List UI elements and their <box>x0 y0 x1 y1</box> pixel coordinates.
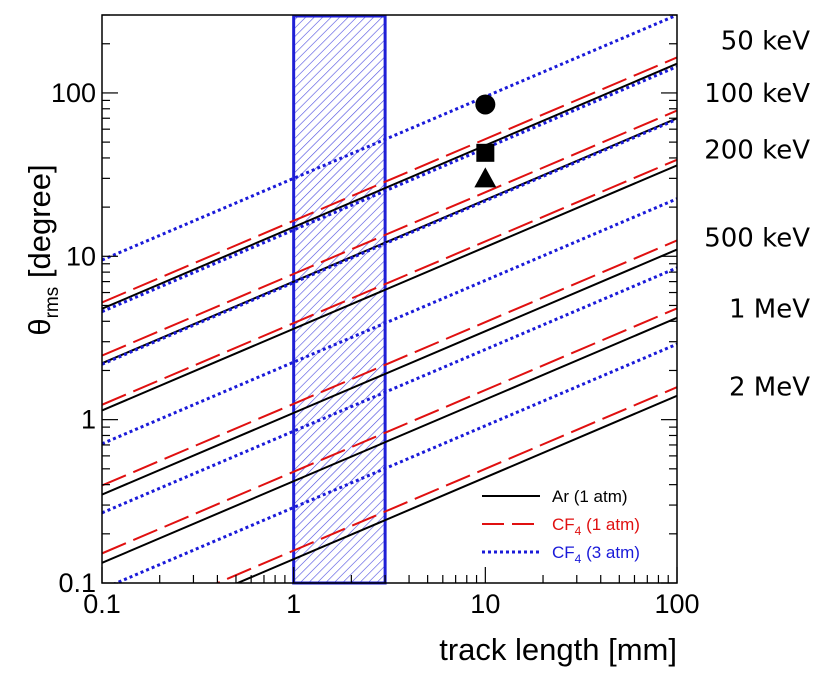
series-2-line-2 <box>102 109 677 357</box>
energy-label: 50 keV <box>721 26 810 56</box>
y-tick-label: 0.1 <box>58 568 96 598</box>
legend-gas-subscript: 4 <box>575 552 582 566</box>
legend-gas: CF <box>552 543 575 562</box>
energy-label-layer: 50 keV 100 keV 200 keV 500 keV 1 MeV 2 MeV <box>704 26 810 402</box>
legend-label-1: Ar (1 atm) <box>552 487 628 506</box>
series-3-line-2 <box>102 65 677 313</box>
shaded-band-layer <box>292 14 387 585</box>
series-3-line-4 <box>102 197 677 446</box>
series-3-line-5 <box>102 266 677 515</box>
ticks-layer <box>101 14 678 584</box>
point-triangle <box>474 167 497 188</box>
legend-pressure: (1 atm) <box>581 515 640 534</box>
series-1-line-1 <box>102 62 677 310</box>
energy-label: 500 keV <box>704 224 810 254</box>
energy-label: 2 MeV <box>729 372 810 402</box>
legend-label-2: CF4 (1 atm) <box>552 515 640 538</box>
energy-label: 200 keV <box>704 136 810 166</box>
series-2-line-6 <box>214 386 677 583</box>
series-1-line-6 <box>235 394 677 583</box>
series-2-line-4 <box>102 239 677 487</box>
plot-frame <box>101 14 678 584</box>
series-2-line-3 <box>102 158 677 406</box>
shaded-band <box>292 14 387 585</box>
y-tick-label: 10 <box>66 241 96 271</box>
data-points-layer <box>474 94 497 188</box>
legend-gas: CF <box>552 515 575 534</box>
series-3-line-3 <box>102 117 677 366</box>
series-1-line-3 <box>102 164 677 412</box>
point-circle <box>475 94 496 115</box>
legend: Ar (1 atm)CF4 (1 atm)CF4 (3 atm) <box>482 487 640 566</box>
energy-label: 1 MeV <box>729 294 810 324</box>
y-axis-subscript: rms <box>42 287 63 319</box>
series-3-line-6 <box>112 342 677 583</box>
legend-label-3: CF4 (3 atm) <box>552 543 640 566</box>
series-2-line-5 <box>102 307 677 555</box>
series-1-line-4 <box>102 248 677 496</box>
y-tick-label: 1 <box>81 405 96 435</box>
x-axis-title: track length [mm] <box>439 632 677 667</box>
x-tick-label: 1 <box>286 589 301 619</box>
tick-label-layer: 0.1 1 10 100 0.1 1 10 100 <box>51 78 700 619</box>
legend-gas: Ar <box>552 487 569 506</box>
y-axis-title: θrms [degree] <box>22 164 63 335</box>
x-tick-label: 100 <box>654 589 699 619</box>
y-axis-unit: [degree] <box>22 164 57 286</box>
legend-gas-subscript: 4 <box>575 524 582 538</box>
y-tick-label: 100 <box>51 78 96 108</box>
series-layer <box>102 15 677 583</box>
series-3-line-1 <box>102 15 677 262</box>
series-2-line-1 <box>102 56 677 304</box>
x-tick-label: 0.1 <box>83 589 121 619</box>
series-1-line-5 <box>102 316 677 564</box>
legend-pressure: (3 atm) <box>581 543 640 562</box>
y-axis-symbol: θ <box>22 318 57 335</box>
energy-label: 100 keV <box>704 79 810 109</box>
x-tick-label: 10 <box>470 589 500 619</box>
point-square <box>476 143 495 162</box>
legend-pressure: (1 atm) <box>569 487 628 506</box>
